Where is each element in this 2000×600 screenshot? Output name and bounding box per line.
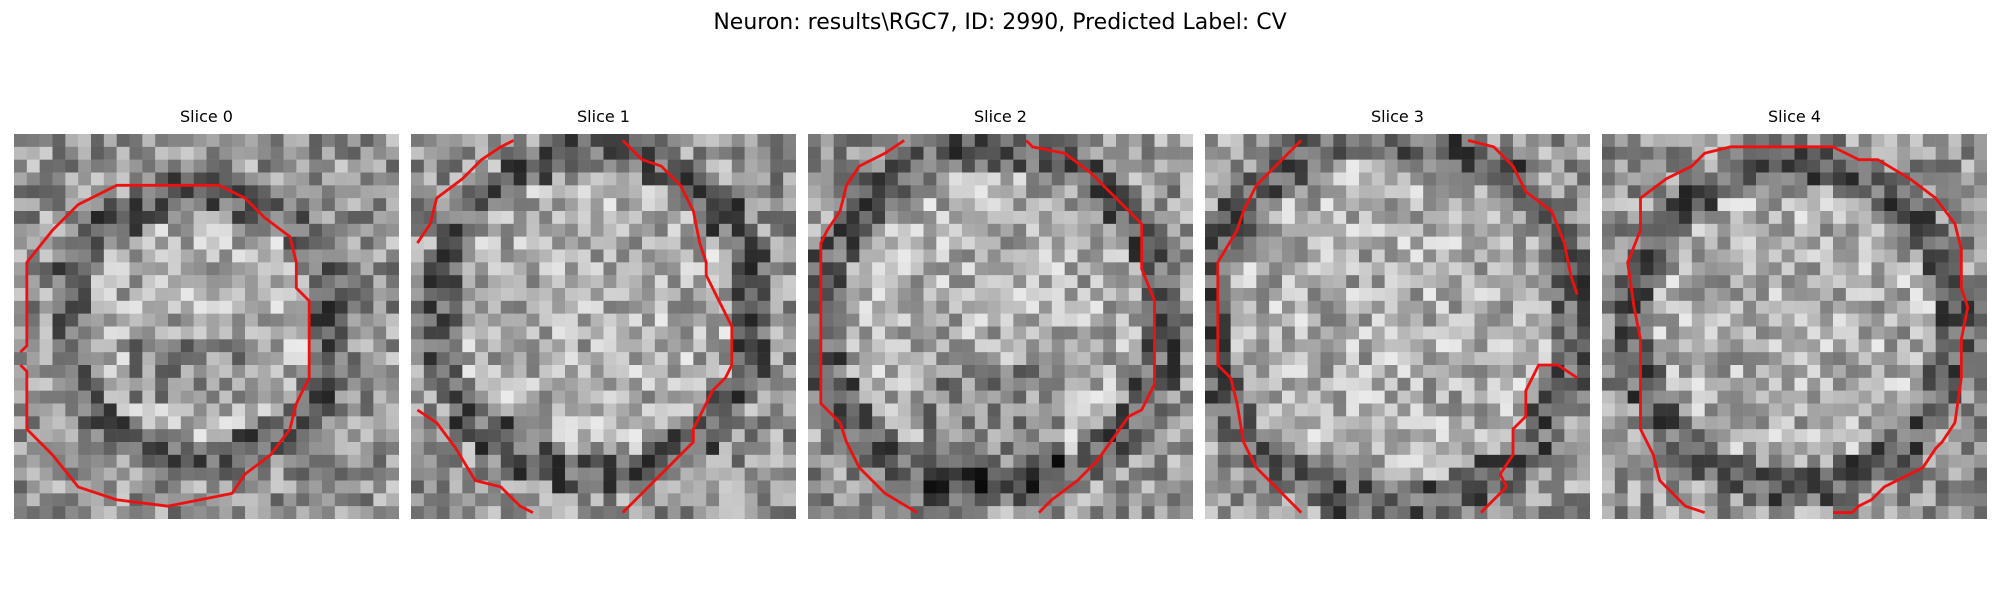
slice-image-4 (1602, 134, 1987, 519)
slice-panel-0: Slice 0 (14, 106, 399, 519)
slice-title-3: Slice 3 (1371, 107, 1424, 126)
segmentation-contour (1626, 145, 1970, 514)
figure-title: Neuron: results\RGC7, ID: 2990, Predicte… (713, 10, 1287, 35)
slice-title-0: Slice 0 (180, 107, 233, 126)
slice-image-1 (411, 134, 796, 519)
slice-panel-3: Slice 3 (1205, 106, 1590, 519)
segmentation-contour (19, 183, 311, 508)
slice-image-0 (14, 134, 399, 519)
slice-image-2 (808, 134, 1193, 519)
slice-panel-1: Slice 1 (411, 106, 796, 519)
slice-title-1: Slice 1 (577, 107, 630, 126)
slice-title-2: Slice 2 (974, 107, 1027, 126)
slice-panel-4: Slice 4 (1602, 106, 1987, 519)
slice-image-3 (1205, 134, 1590, 519)
segmentation-contour (1216, 139, 1579, 514)
segmentation-contour (416, 139, 734, 514)
slice-title-4: Slice 4 (1768, 107, 1821, 126)
segmentation-contour (819, 139, 1156, 514)
slice-panel-2: Slice 2 (808, 106, 1193, 519)
